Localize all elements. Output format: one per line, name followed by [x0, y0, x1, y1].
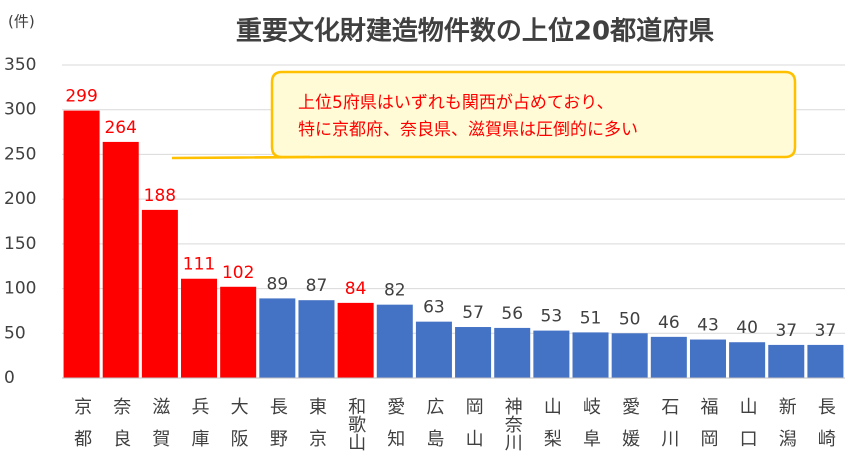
- bar: [533, 330, 570, 378]
- value-label: 37: [775, 321, 797, 341]
- value-label: 50: [619, 309, 641, 329]
- value-label: 87: [306, 276, 328, 296]
- annotation-text: 特に京都府、奈良県、滋賀県は圧倒的に多い: [298, 120, 638, 140]
- x-tick-label: 東京: [306, 397, 327, 457]
- x-tick-label: 奈良: [110, 397, 131, 457]
- value-label: 84: [345, 279, 367, 299]
- bar: [729, 342, 766, 378]
- value-label: 111: [183, 255, 215, 275]
- bar: [181, 278, 218, 378]
- unit-label: (件): [8, 13, 35, 31]
- x-tick-label: 岐阜: [580, 397, 601, 457]
- value-label: 264: [104, 118, 136, 138]
- bar: [807, 344, 844, 378]
- bar: [768, 344, 805, 378]
- x-tick-label: 広島: [423, 397, 444, 457]
- bar: [494, 327, 531, 378]
- value-label: 43: [697, 316, 719, 336]
- value-label: 82: [384, 281, 406, 301]
- y-tick-label: 0: [4, 368, 15, 388]
- x-tick-label: 石川: [658, 397, 679, 457]
- bar: [337, 302, 374, 378]
- y-tick-label: 150: [4, 234, 36, 254]
- bar: [650, 336, 687, 378]
- bar: [102, 141, 139, 378]
- value-label: 37: [815, 321, 837, 341]
- y-tick-label: 50: [4, 323, 26, 343]
- x-tick-label: 愛知: [384, 397, 405, 457]
- bar: [63, 110, 100, 378]
- y-tick-label: 300: [4, 100, 36, 120]
- x-tick-label: 山口: [737, 397, 758, 457]
- bar: [455, 327, 492, 378]
- x-tick-label: 長崎: [815, 397, 836, 457]
- y-tick-label: 350: [4, 55, 36, 75]
- chart-title: 重要文化財建造物件数の上位20都道府県: [236, 16, 714, 47]
- x-tick-label: 愛媛: [619, 397, 640, 457]
- annotation-text: 上位5府県はいずれも関西が占めており、: [298, 93, 614, 113]
- callout-box: [171, 70, 797, 160]
- value-label: 102: [222, 263, 254, 283]
- bar: [376, 304, 413, 378]
- x-tick-label: 新潟: [776, 397, 797, 457]
- y-tick-label: 100: [4, 279, 36, 299]
- x-tick-label: 大阪: [228, 397, 249, 457]
- value-label: 40: [736, 318, 758, 338]
- value-label: 53: [541, 307, 563, 327]
- value-label: 89: [267, 274, 289, 294]
- bar: [259, 298, 296, 378]
- value-label: 299: [65, 87, 97, 107]
- value-label: 188: [144, 186, 176, 206]
- bar: [572, 332, 609, 378]
- x-tick-label: 神奈川: [502, 397, 523, 451]
- x-tick-label: 福岡: [697, 397, 718, 457]
- bar: [220, 286, 257, 378]
- value-label: 51: [580, 308, 602, 328]
- y-tick-label: 250: [4, 144, 36, 164]
- value-label: 46: [658, 313, 680, 333]
- x-tick-label: 岡山: [463, 397, 484, 457]
- value-label: 63: [423, 298, 445, 318]
- x-tick-label: 兵庫: [189, 397, 210, 457]
- x-tick-label: 滋賀: [149, 397, 170, 457]
- x-tick-label: 和歌山: [345, 397, 366, 451]
- bar: [298, 300, 335, 378]
- y-tick-label: 200: [4, 189, 36, 209]
- bar: [141, 209, 178, 378]
- bar: [611, 333, 648, 378]
- bar: [415, 321, 452, 378]
- x-tick-label: 山梨: [541, 397, 562, 457]
- x-tick-label: 長野: [267, 397, 288, 457]
- value-label: 56: [501, 304, 523, 324]
- value-label: 57: [462, 303, 484, 323]
- bar: [689, 339, 726, 378]
- x-tick-label: 京都: [71, 397, 92, 457]
